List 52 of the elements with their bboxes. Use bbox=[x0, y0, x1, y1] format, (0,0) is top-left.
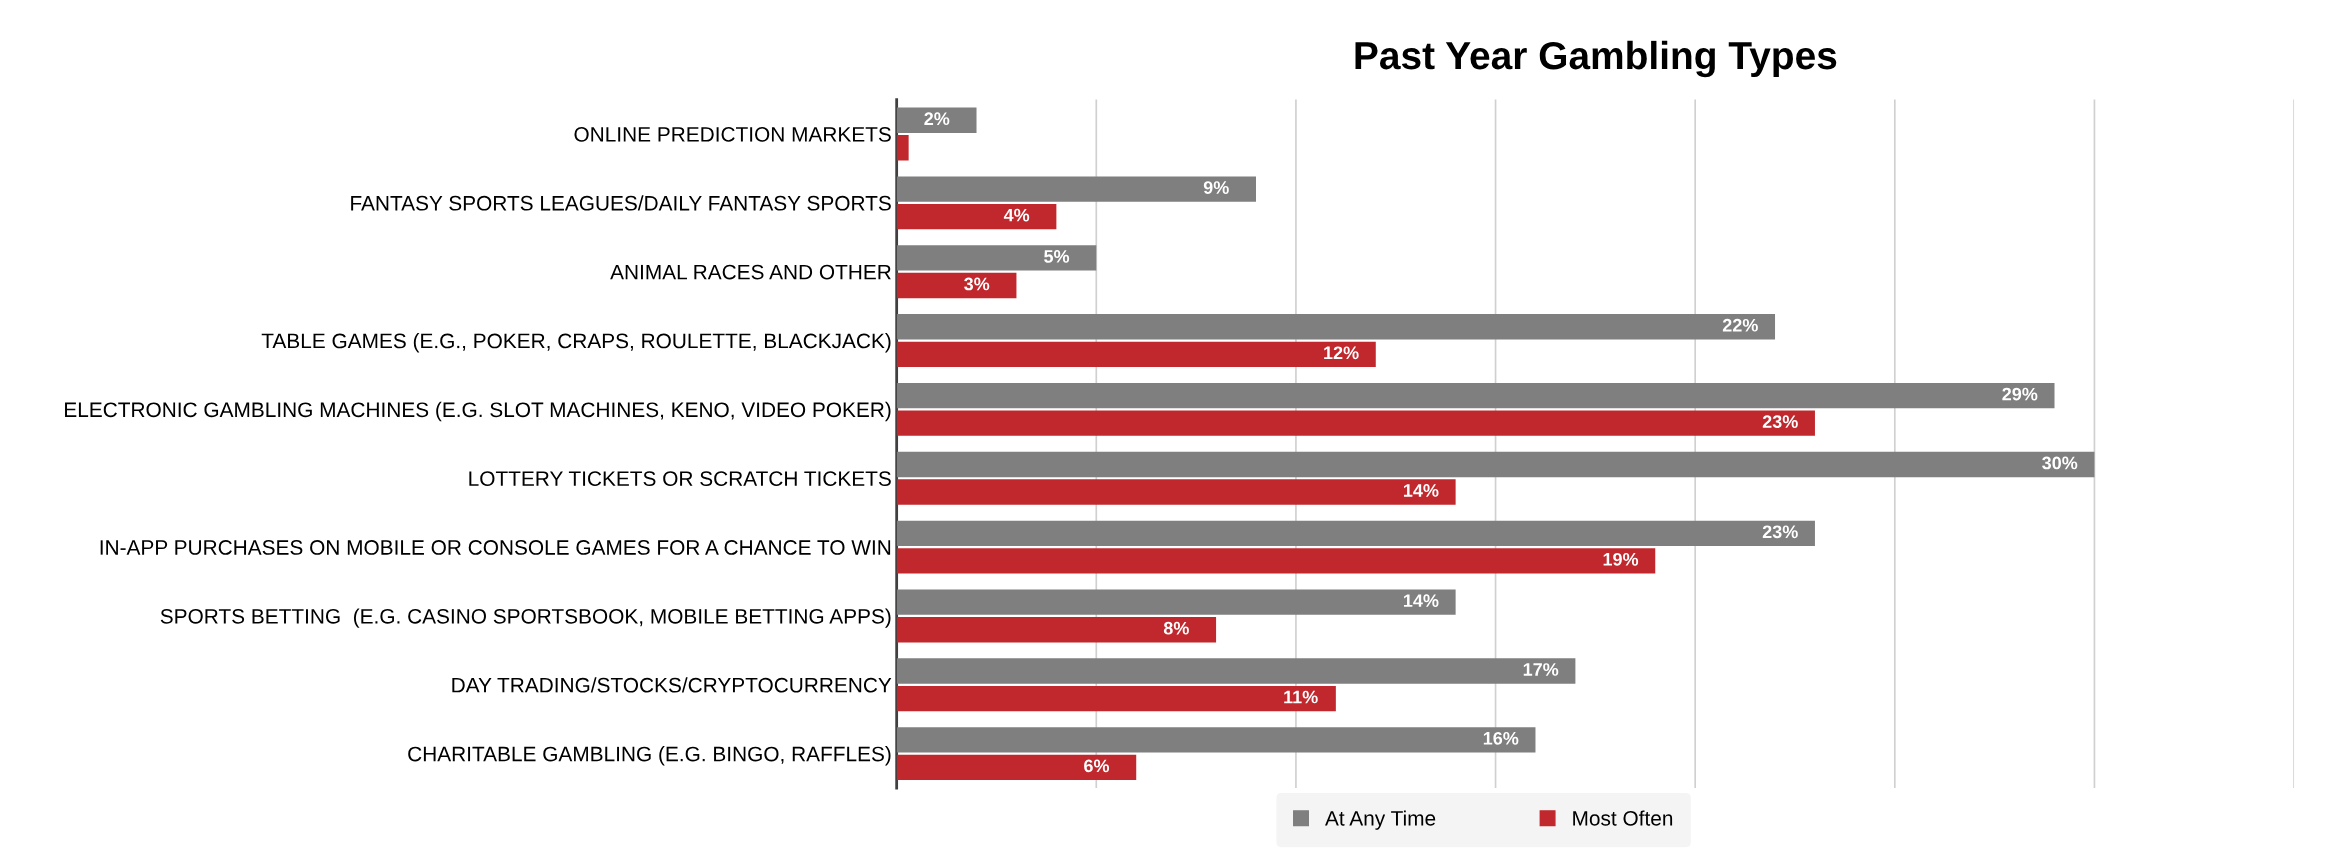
bar bbox=[896, 272, 1017, 299]
legend-label: At Any Time bbox=[1325, 810, 1436, 830]
data-label: 9% bbox=[1203, 181, 1229, 194]
data-label: 5% bbox=[1044, 250, 1070, 263]
data-label: 11% bbox=[1284, 690, 1318, 704]
data-label: 22% bbox=[1722, 318, 1758, 332]
data-label: 23% bbox=[1762, 525, 1798, 539]
data-label: 3% bbox=[964, 277, 990, 291]
bar bbox=[896, 658, 1576, 684]
bar bbox=[896, 341, 1376, 367]
y-tick-label: TABLE GAMES (E.G., POKER, CRAPS, ROULETTE, BLACKJACK) bbox=[261, 333, 891, 353]
bar bbox=[896, 314, 1776, 340]
bar bbox=[896, 245, 1097, 271]
y-tick-label: FANTASY SPORTS LEAGUES/DAILY FANTASY SPORTS bbox=[351, 195, 891, 211]
data-label: 14% bbox=[1403, 594, 1439, 607]
y-tick-label: ONLINE PREDICTION MARKETS bbox=[574, 127, 891, 142]
bar bbox=[896, 685, 1336, 712]
y-tick-label: ELECTRONIC GAMBLING MACHINES (E.G. SLOT MACHINES, KENO, VIDEO POKER) bbox=[65, 401, 891, 422]
bar bbox=[896, 451, 2095, 478]
y-tick-label: IN-APP PURCHASES ON MOBILE OR CONSOLE GAMES FOR A CHANCE TO WIN bbox=[100, 540, 891, 555]
bar bbox=[896, 135, 909, 161]
legend-label: Most Often bbox=[1573, 810, 1673, 826]
data-label: 29% bbox=[2002, 387, 2038, 401]
bar bbox=[896, 589, 1456, 615]
bar bbox=[896, 520, 1815, 546]
bar bbox=[896, 479, 1456, 505]
data-label: 17% bbox=[1523, 663, 1559, 676]
data-label: 12% bbox=[1324, 346, 1359, 360]
bar bbox=[896, 754, 1137, 781]
data-label: 19% bbox=[1603, 552, 1639, 566]
bar bbox=[896, 382, 2055, 409]
bar bbox=[896, 107, 977, 133]
data-label: 4% bbox=[1003, 208, 1030, 222]
data-label: 2% bbox=[924, 112, 950, 126]
y-tick-label: ANIMAL RACES AND OTHER bbox=[610, 264, 891, 280]
data-label: 6% bbox=[1084, 759, 1110, 773]
data-label: 8% bbox=[1163, 621, 1189, 635]
bar bbox=[896, 727, 1536, 753]
data-label: 30% bbox=[2042, 456, 2078, 470]
bar bbox=[896, 410, 1815, 436]
data-label: 16% bbox=[1483, 731, 1519, 745]
data-label: 23% bbox=[1762, 415, 1798, 429]
bar bbox=[896, 548, 1656, 574]
y-tick-label: LOTTERY TICKETS OR SCRATCH TICKETS bbox=[469, 471, 891, 486]
bar bbox=[896, 176, 1256, 202]
chart-title: Past Year Gambling Types bbox=[1355, 40, 1837, 78]
y-tick-label: DAY TRADING/STOCKS/CRYPTOCURRENCY bbox=[452, 677, 892, 693]
y-tick-label: CHARITABLE GAMBLING (E.G. BINGO, RAFFLES) bbox=[408, 746, 891, 766]
data-label: 14% bbox=[1403, 484, 1439, 497]
bar bbox=[896, 617, 1217, 643]
y-tick-label: SPORTS BETTING (E.G. CASINO SPORTSBOOK, MOBILE BETTING APPS) bbox=[160, 608, 891, 628]
bar bbox=[896, 203, 1057, 230]
